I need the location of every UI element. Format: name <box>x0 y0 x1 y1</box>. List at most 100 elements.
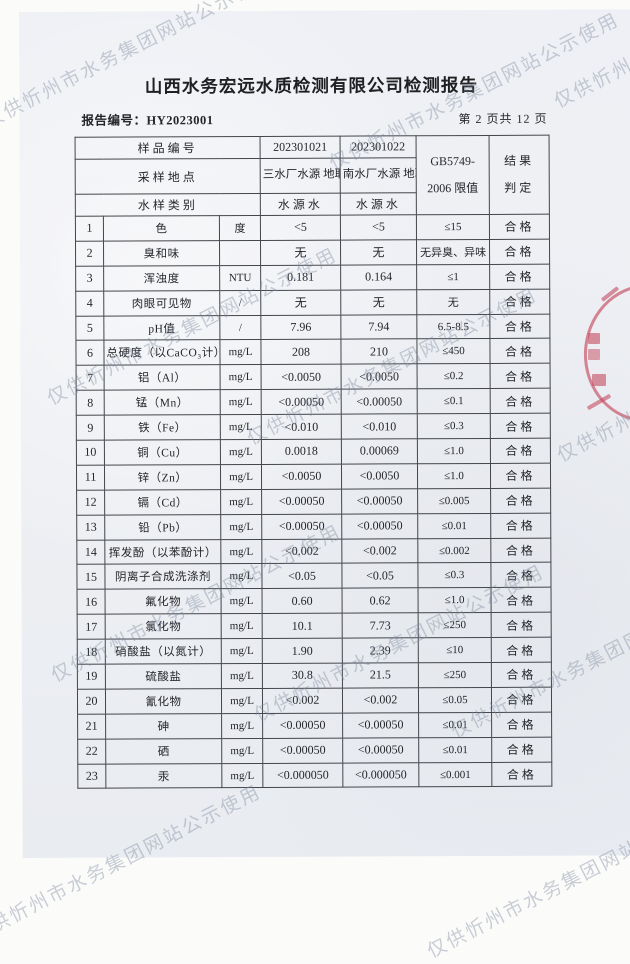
cell-v1: <0.00050 <box>261 389 342 415</box>
cell-result: 合格 <box>490 413 551 439</box>
results-tbody: 1 色度 <5 <5 ≤15 合格 2 臭和味无无无异臭、异味 合格 3 浑浊度 NTU 0.181 0.… <box>75 214 552 789</box>
cell-v1: <0.002 <box>262 688 343 714</box>
cell-result: 合格 <box>490 487 551 514</box>
cell-result: 合格 <box>490 512 551 539</box>
cell-unit: mg/L <box>220 364 262 390</box>
cell-result: 合格 <box>491 587 552 613</box>
cell-v2: <0.010 <box>341 413 418 440</box>
report-number: 报告编号：HY2023001 <box>81 113 214 128</box>
cell-unit: mg/L <box>220 389 262 415</box>
limit-header-line2: 2006 限值 <box>427 180 479 195</box>
cell-unit: mg/L <box>221 588 263 614</box>
table-row: 7 铝（Al） mg/L <0.0050 <0.0050 ≤0.2 合格 <box>76 363 551 391</box>
cell-item: 臭和味 <box>103 240 220 266</box>
cell-no: 23 <box>77 763 106 789</box>
cell-limit: ≤0.01 <box>418 737 492 763</box>
cell-v2: 7.73 <box>342 613 419 639</box>
cell-result: 合格 <box>490 537 551 563</box>
cell-result: 合格 <box>489 338 551 364</box>
cell-no: 22 <box>77 738 106 764</box>
cell-result: 合格 <box>489 214 550 240</box>
cell-result: 合格 <box>491 736 552 763</box>
table-row: 16 氟化物 mg/L 0.60 0.62 ≤1.0 合格 <box>77 587 552 615</box>
cell-unit: mg/L <box>220 514 262 540</box>
cell-item: 总硬度（以CaCO₃计） <box>103 340 221 366</box>
cell-unit: mg/L <box>221 713 263 739</box>
page-number: 第 2 页共 12 页 <box>458 111 548 127</box>
cell-no: 20 <box>77 689 106 715</box>
cell-v1: <5 <box>260 215 341 241</box>
cell-item: 氯化物 <box>105 613 222 640</box>
cell-item: 挥发酚（以苯酚计） <box>104 539 221 565</box>
cell-result: 合格 <box>490 463 551 489</box>
cell-limit: ≤450 <box>416 338 491 365</box>
cell-result: 合格 <box>491 612 552 638</box>
cell-item: 锰（Mn） <box>104 389 221 416</box>
cell-result: 合格 <box>489 263 550 290</box>
cell-v1: 10.1 <box>262 613 343 639</box>
cell-v2: <0.00050 <box>341 513 418 539</box>
cell-v1: <0.0050 <box>261 364 342 390</box>
cell-unit: mg/L <box>220 464 262 490</box>
cell-v1: 0.0018 <box>261 439 342 465</box>
cell-no: 4 <box>75 290 104 316</box>
cell-v1: 1.90 <box>262 638 343 664</box>
cell-v1: <0.002 <box>261 538 342 564</box>
cell-unit: / <box>219 315 261 341</box>
cell-no: 11 <box>76 465 105 491</box>
cell-unit <box>219 240 261 266</box>
cell-v2: 7.94 <box>340 314 417 340</box>
cell-limit: 无异臭、异味 <box>416 239 490 265</box>
cell-no: 15 <box>76 564 106 590</box>
table-row: 5 pH值/7.96 7.94 6.5-8.5 合格 <box>75 313 550 341</box>
cell-no: 7 <box>76 365 105 391</box>
cell-v2: <0.00050 <box>342 712 419 738</box>
cell-v2: <0.00050 <box>342 737 419 763</box>
cell-no: 6 <box>75 340 105 366</box>
limit-header-line1: GB5749- <box>430 154 476 169</box>
cell-v1: 无 <box>260 239 341 266</box>
cell-limit: ≤250 <box>418 662 492 688</box>
cell-no: 14 <box>76 539 105 565</box>
cell-result: 合格 <box>491 711 552 738</box>
table-row: 18 硝酸盐（以氮计） mg/L 1.90 2.39 ≤10 合格 <box>77 637 552 665</box>
cell-v1: <0.00050 <box>262 712 343 739</box>
cell-result: 合格 <box>491 687 552 713</box>
cell-v2: <0.0050 <box>341 364 418 390</box>
cell-v2: 0.164 <box>340 264 417 290</box>
cell-result: 合格 <box>489 288 550 315</box>
table-row: 2 臭和味无无无异臭、异味 合格 <box>75 239 550 267</box>
table-row: 14 挥发酚（以苯酚计） mg/L <0.002 <0.002 ≤0.002 合格 <box>76 537 551 565</box>
table-row: 19 硫酸盐 mg/L 30.8 21.5 ≤250 合格 <box>77 662 552 690</box>
cell-v1: 208 <box>260 339 342 365</box>
sample1-type: 水源水 <box>260 193 341 216</box>
cell-item: 锌（Zn） <box>104 464 221 490</box>
sample2-no: 202301022 <box>340 135 417 159</box>
result-header-line1: 结果 <box>504 154 535 169</box>
cell-unit: mg/L <box>221 738 263 764</box>
cell-item: 色 <box>103 215 220 242</box>
sample1-site: 三水厂水源 地取水口 <box>260 158 341 194</box>
cell-result: 合格 <box>491 637 552 663</box>
cell-limit: ≤0.005 <box>417 488 491 514</box>
table-row: 9 铁（Fe） mg/L <0.010 <0.010 ≤0.3 合格 <box>76 413 551 441</box>
cell-limit: ≤0.01 <box>418 712 492 738</box>
result-column-header: 结果 判定 <box>489 135 550 215</box>
cell-v2: <0.05 <box>341 563 419 589</box>
cell-item: 硝酸盐（以氮计） <box>105 638 222 665</box>
cell-item: 砷 <box>105 713 222 739</box>
cell-v1: 30.8 <box>262 663 343 689</box>
cell-item: 铜（Cu） <box>104 439 221 466</box>
cell-limit: ≤1 <box>416 264 490 290</box>
cell-unit: mg/L <box>221 688 263 714</box>
cell-limit: 无 <box>416 289 490 315</box>
cell-item: 氰化物 <box>105 688 222 714</box>
sample1-no: 202301021 <box>260 136 341 159</box>
cell-limit: ≤0.002 <box>417 538 491 564</box>
cell-limit: ≤0.1 <box>417 388 491 414</box>
cell-item: 硫酸盐 <box>105 663 222 690</box>
cell-result: 合格 <box>490 438 551 464</box>
cell-no: 8 <box>76 390 105 416</box>
cell-v2: <5 <box>340 214 417 240</box>
cell-v1: <0.010 <box>261 414 342 440</box>
